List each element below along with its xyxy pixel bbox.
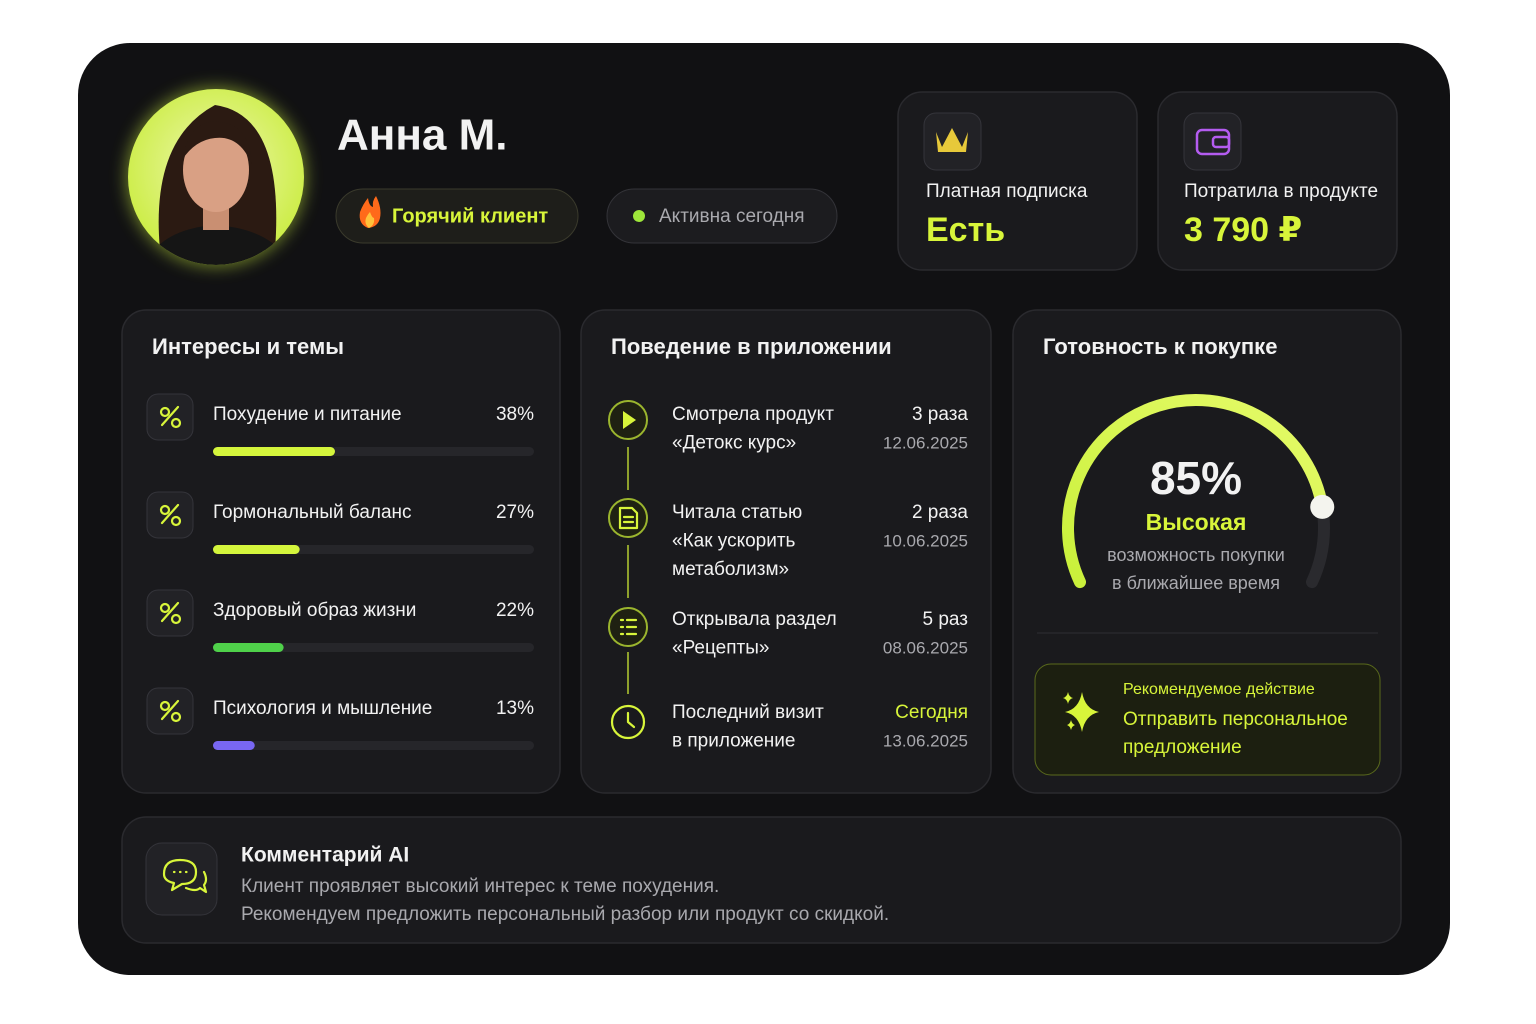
topic-icon — [159, 406, 171, 418]
topic-icon — [160, 503, 180, 525]
event-text: «Детокс курс» — [672, 433, 796, 454]
chat-icon-box — [145, 842, 218, 916]
event-count: 5 раз — [923, 609, 968, 630]
topic-icon — [160, 405, 180, 427]
status-dot — [633, 210, 645, 222]
stat-value: Есть — [926, 211, 1005, 249]
chat-icon — [184, 870, 208, 894]
topic-percent: 27% — [496, 502, 534, 523]
recommendation-text: Отправить персональное — [1123, 709, 1348, 730]
topic-percent: 13% — [496, 698, 534, 719]
event-text: Открывала раздел — [672, 609, 837, 630]
event-date: 08.06.2025 — [883, 638, 968, 657]
event-count: 3 раза — [912, 404, 968, 425]
recommendation-box[interactable] — [1034, 663, 1381, 776]
topic-icon — [170, 515, 182, 527]
event-date: 13.06.2025 — [883, 731, 968, 750]
topic-icon — [159, 602, 171, 614]
event-text: Последний визит — [672, 702, 824, 723]
fire-icon — [359, 196, 381, 228]
client-name: Анна М. — [337, 111, 508, 160]
event-count: Сегодня — [895, 702, 968, 723]
chat-icon — [162, 858, 198, 892]
readiness-caption: в ближайшее время — [1112, 573, 1280, 593]
progress-bar — [213, 643, 284, 652]
topic-icon — [160, 699, 180, 721]
progress-bar — [213, 741, 255, 750]
topic-name: Здоровый образ жизни — [213, 600, 416, 621]
fire-core — [365, 212, 375, 228]
topic-icon — [170, 613, 182, 625]
sparkle-icon — [1063, 692, 1075, 730]
gauge-knob — [1310, 494, 1335, 519]
readiness-level: Высокая — [1146, 509, 1247, 535]
topic-icon — [170, 417, 182, 429]
panel-title: Интересы и темы — [152, 334, 344, 359]
event-text: «Рецепты» — [672, 638, 769, 659]
behavior-panel — [580, 309, 992, 794]
topic-icon — [159, 700, 171, 712]
progress-track — [213, 741, 534, 750]
comment-text: Рекомендуем предложить персональный разб… — [241, 904, 889, 925]
topic-name: Похудение и питание — [213, 404, 402, 425]
topic-name: Гормональный баланс — [213, 502, 412, 523]
readiness-caption: возможность покупки — [1107, 545, 1285, 565]
event-text: метаболизм» — [672, 559, 789, 580]
event-text: Смотрела продукт — [672, 404, 834, 425]
progress-bar — [213, 545, 300, 554]
topic-icon — [159, 504, 171, 516]
timeline — [608, 400, 648, 740]
topic-percent: 22% — [496, 600, 534, 621]
progress-bar — [213, 447, 335, 456]
crown-icon — [936, 128, 968, 152]
comment-panel — [121, 816, 1402, 944]
comment-title: Комментарий AI — [241, 844, 409, 867]
topic-name: Психология и мышление — [213, 698, 432, 719]
event-text: в приложение — [672, 731, 795, 752]
badge-label: Активна сегодня — [659, 206, 805, 227]
panel-title: Готовность к покупке — [1043, 334, 1277, 359]
topic-icon — [170, 711, 182, 723]
avatar — [126, 87, 306, 267]
sparkle-icon — [1065, 692, 1099, 732]
event-text: Читала статью — [672, 502, 802, 523]
topic-icon — [160, 601, 180, 623]
progress-track — [213, 643, 534, 652]
badge — [335, 188, 579, 244]
interests-list: Похудение и питание 38% Гормональный балан… — [146, 393, 534, 750]
stat-label: Потратила в продукте — [1184, 181, 1378, 202]
wallet-icon — [1211, 135, 1231, 149]
gauge — [1061, 394, 1335, 589]
event-text: «Как ускорить — [672, 531, 796, 552]
event-count: 2 раза — [912, 502, 968, 523]
badge-label: Горячий клиент — [392, 205, 548, 227]
badge — [606, 188, 838, 244]
panel-title: Поведение в приложении — [611, 334, 892, 359]
recommendation-text: предложение — [1123, 737, 1242, 758]
comment-text: Клиент проявляет высокий интерес к теме … — [241, 876, 719, 897]
event-date: 10.06.2025 — [883, 531, 968, 550]
recommendation-title: Рекомендуемое действие — [1123, 681, 1315, 698]
topic-percent: 38% — [496, 404, 534, 425]
gauge-arc — [1061, 394, 1329, 589]
stat-label: Платная подписка — [926, 181, 1088, 202]
behavior-list: Смотрела продукт «Детокс курс» 3 раза 12.06… — [672, 404, 968, 752]
stat-value: 3 790 ₽ — [1184, 211, 1302, 249]
readiness-value: 85% — [1150, 452, 1242, 504]
event-date: 12.06.2025 — [883, 433, 968, 452]
